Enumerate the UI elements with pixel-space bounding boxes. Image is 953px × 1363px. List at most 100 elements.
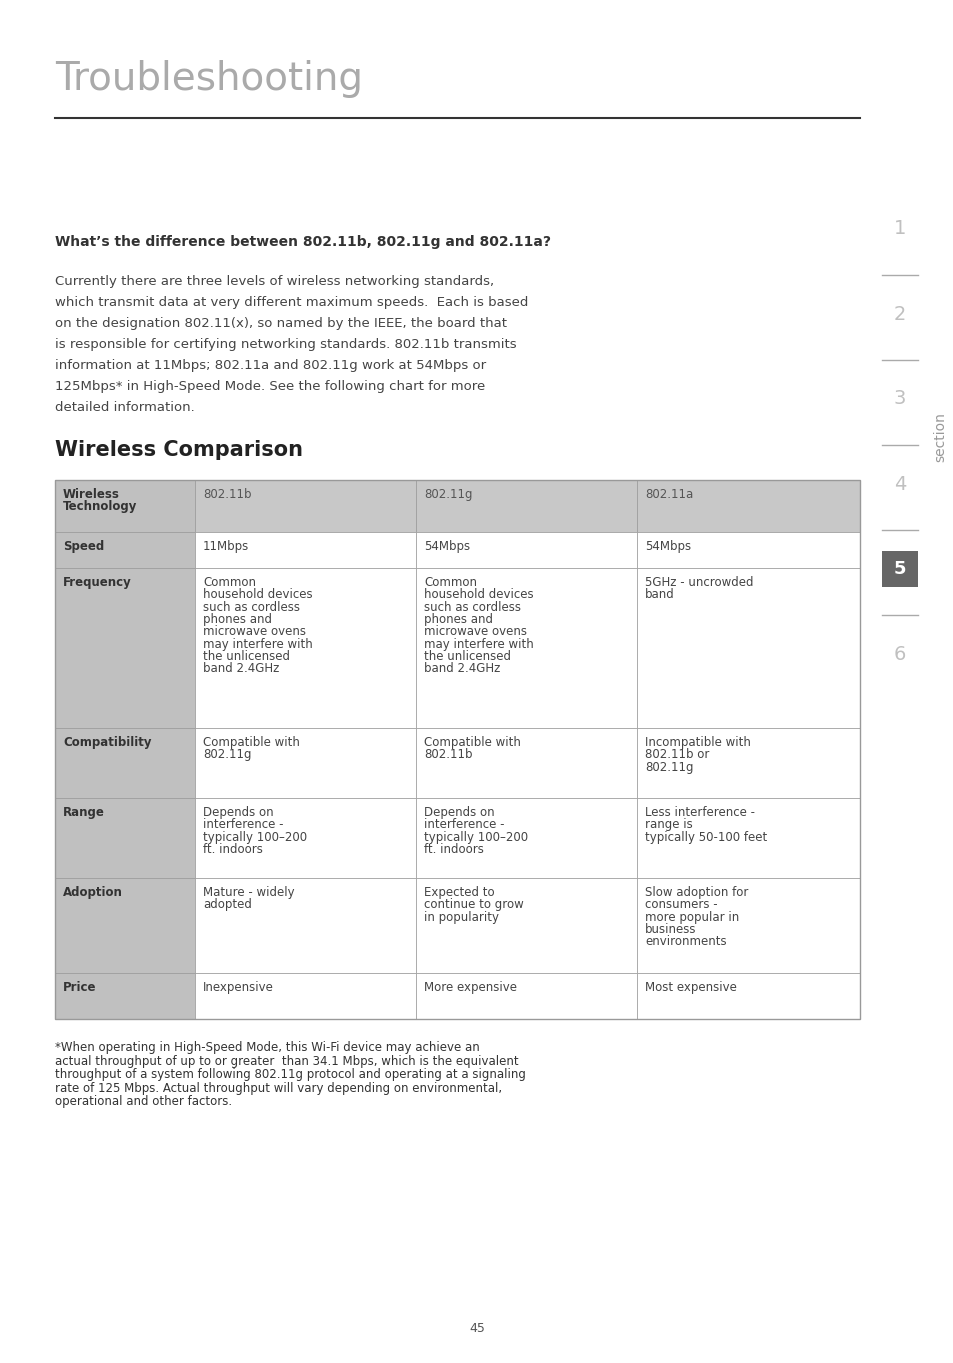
Text: on the designation 802.11(x), so named by the IEEE, the board that: on the designation 802.11(x), so named b…: [55, 318, 506, 330]
Text: Mature - widely: Mature - widely: [203, 886, 294, 900]
Text: information at 11Mbps; 802.11a and 802.11g work at 54Mbps or: information at 11Mbps; 802.11a and 802.1…: [55, 358, 486, 372]
Bar: [55, 878, 194, 973]
Text: interference -: interference -: [423, 818, 504, 831]
Bar: [637, 480, 859, 532]
Text: 54Mbps: 54Mbps: [423, 540, 470, 553]
Text: 802.11g: 802.11g: [644, 761, 693, 774]
Text: section: section: [932, 413, 946, 462]
Text: Common: Common: [423, 577, 476, 589]
Text: Troubleshooting: Troubleshooting: [55, 60, 363, 98]
Text: typically 100–200: typically 100–200: [423, 830, 528, 844]
Text: range is: range is: [644, 818, 692, 831]
Text: 125Mbps* in High-Speed Mode. See the following chart for more: 125Mbps* in High-Speed Mode. See the fol…: [55, 380, 485, 393]
Bar: [55, 728, 194, 797]
Bar: [416, 728, 637, 797]
Text: 802.11b: 802.11b: [203, 488, 252, 502]
Text: detailed information.: detailed information.: [55, 401, 194, 414]
Text: Frequency: Frequency: [63, 577, 132, 589]
Bar: [55, 532, 194, 568]
Text: 1: 1: [893, 219, 905, 239]
Text: Compatible with: Compatible with: [423, 736, 520, 750]
Text: Wireless: Wireless: [63, 488, 120, 502]
Text: Less interference -: Less interference -: [644, 806, 754, 819]
Text: Depends on: Depends on: [203, 806, 274, 819]
Text: such as cordless: such as cordless: [423, 601, 520, 613]
Text: typically 50-100 feet: typically 50-100 feet: [644, 830, 766, 844]
Bar: [637, 973, 859, 1020]
Bar: [194, 568, 416, 728]
Bar: [194, 878, 416, 973]
Text: Wireless Comparison: Wireless Comparison: [55, 440, 303, 459]
Text: phones and: phones and: [423, 613, 493, 626]
Text: Technology: Technology: [63, 500, 137, 514]
Text: Most expensive: Most expensive: [644, 981, 736, 994]
Bar: [55, 480, 859, 1020]
Text: may interfere with: may interfere with: [203, 638, 313, 650]
Text: 802.11g: 802.11g: [423, 488, 472, 502]
Text: household devices: household devices: [203, 589, 313, 601]
Text: adopted: adopted: [203, 898, 252, 912]
Text: interference -: interference -: [203, 818, 283, 831]
Text: 4: 4: [893, 474, 905, 493]
Bar: [882, 551, 917, 587]
Text: business: business: [644, 923, 696, 936]
Bar: [194, 532, 416, 568]
Text: Common: Common: [203, 577, 255, 589]
Bar: [55, 973, 194, 1020]
Bar: [55, 568, 194, 728]
Text: typically 100–200: typically 100–200: [203, 830, 307, 844]
Text: environments: environments: [644, 935, 726, 949]
Text: Currently there are three levels of wireless networking standards,: Currently there are three levels of wire…: [55, 275, 494, 288]
Text: phones and: phones and: [203, 613, 272, 626]
Text: 5GHz - uncrowded: 5GHz - uncrowded: [644, 577, 753, 589]
Bar: [416, 532, 637, 568]
Text: 45: 45: [469, 1322, 484, 1334]
Text: What’s the difference between 802.11b, 802.11g and 802.11a?: What’s the difference between 802.11b, 8…: [55, 234, 551, 249]
Text: 5: 5: [893, 560, 905, 578]
Text: More expensive: More expensive: [423, 981, 517, 994]
Text: may interfere with: may interfere with: [423, 638, 533, 650]
Bar: [416, 973, 637, 1020]
Text: continue to grow: continue to grow: [423, 898, 523, 912]
Text: more popular in: more popular in: [644, 910, 739, 924]
Bar: [55, 797, 194, 878]
Text: in popularity: in popularity: [423, 910, 498, 924]
Bar: [416, 878, 637, 973]
Text: Range: Range: [63, 806, 105, 819]
Text: 54Mbps: 54Mbps: [644, 540, 690, 553]
Bar: [416, 568, 637, 728]
Text: the unlicensed: the unlicensed: [203, 650, 290, 662]
Text: 2: 2: [893, 304, 905, 323]
Bar: [194, 728, 416, 797]
Bar: [637, 728, 859, 797]
Text: 802.11b or: 802.11b or: [644, 748, 709, 762]
Bar: [55, 480, 194, 532]
Text: band: band: [644, 589, 674, 601]
Text: household devices: household devices: [423, 589, 533, 601]
Text: actual throughput of up to or greater  than 34.1 Mbps, which is the equivalent: actual throughput of up to or greater th…: [55, 1055, 518, 1067]
Text: is responsible for certifying networking standards. 802.11b transmits: is responsible for certifying networking…: [55, 338, 517, 352]
Text: Adoption: Adoption: [63, 886, 123, 900]
Bar: [194, 797, 416, 878]
Text: Inexpensive: Inexpensive: [203, 981, 274, 994]
Bar: [416, 480, 637, 532]
Text: throughput of a system following 802.11g protocol and operating at a signaling: throughput of a system following 802.11g…: [55, 1069, 525, 1081]
Text: *When operating in High-Speed Mode, this Wi-Fi device may achieve an: *When operating in High-Speed Mode, this…: [55, 1041, 479, 1054]
Text: Compatibility: Compatibility: [63, 736, 152, 750]
Text: band 2.4GHz: band 2.4GHz: [203, 662, 279, 675]
Text: ft. indoors: ft. indoors: [423, 842, 483, 856]
Bar: [194, 973, 416, 1020]
Text: microwave ovens: microwave ovens: [423, 626, 526, 638]
Text: Expected to: Expected to: [423, 886, 494, 900]
Bar: [637, 532, 859, 568]
Text: ft. indoors: ft. indoors: [203, 842, 263, 856]
Text: the unlicensed: the unlicensed: [423, 650, 511, 662]
Text: such as cordless: such as cordless: [203, 601, 299, 613]
Text: which transmit data at very different maximum speeds.  Each is based: which transmit data at very different ma…: [55, 296, 528, 309]
Text: 11Mbps: 11Mbps: [203, 540, 249, 553]
Text: operational and other factors.: operational and other factors.: [55, 1096, 232, 1108]
Text: Slow adoption for: Slow adoption for: [644, 886, 747, 900]
Bar: [194, 480, 416, 532]
Text: Price: Price: [63, 981, 96, 994]
Text: band 2.4GHz: band 2.4GHz: [423, 662, 500, 675]
